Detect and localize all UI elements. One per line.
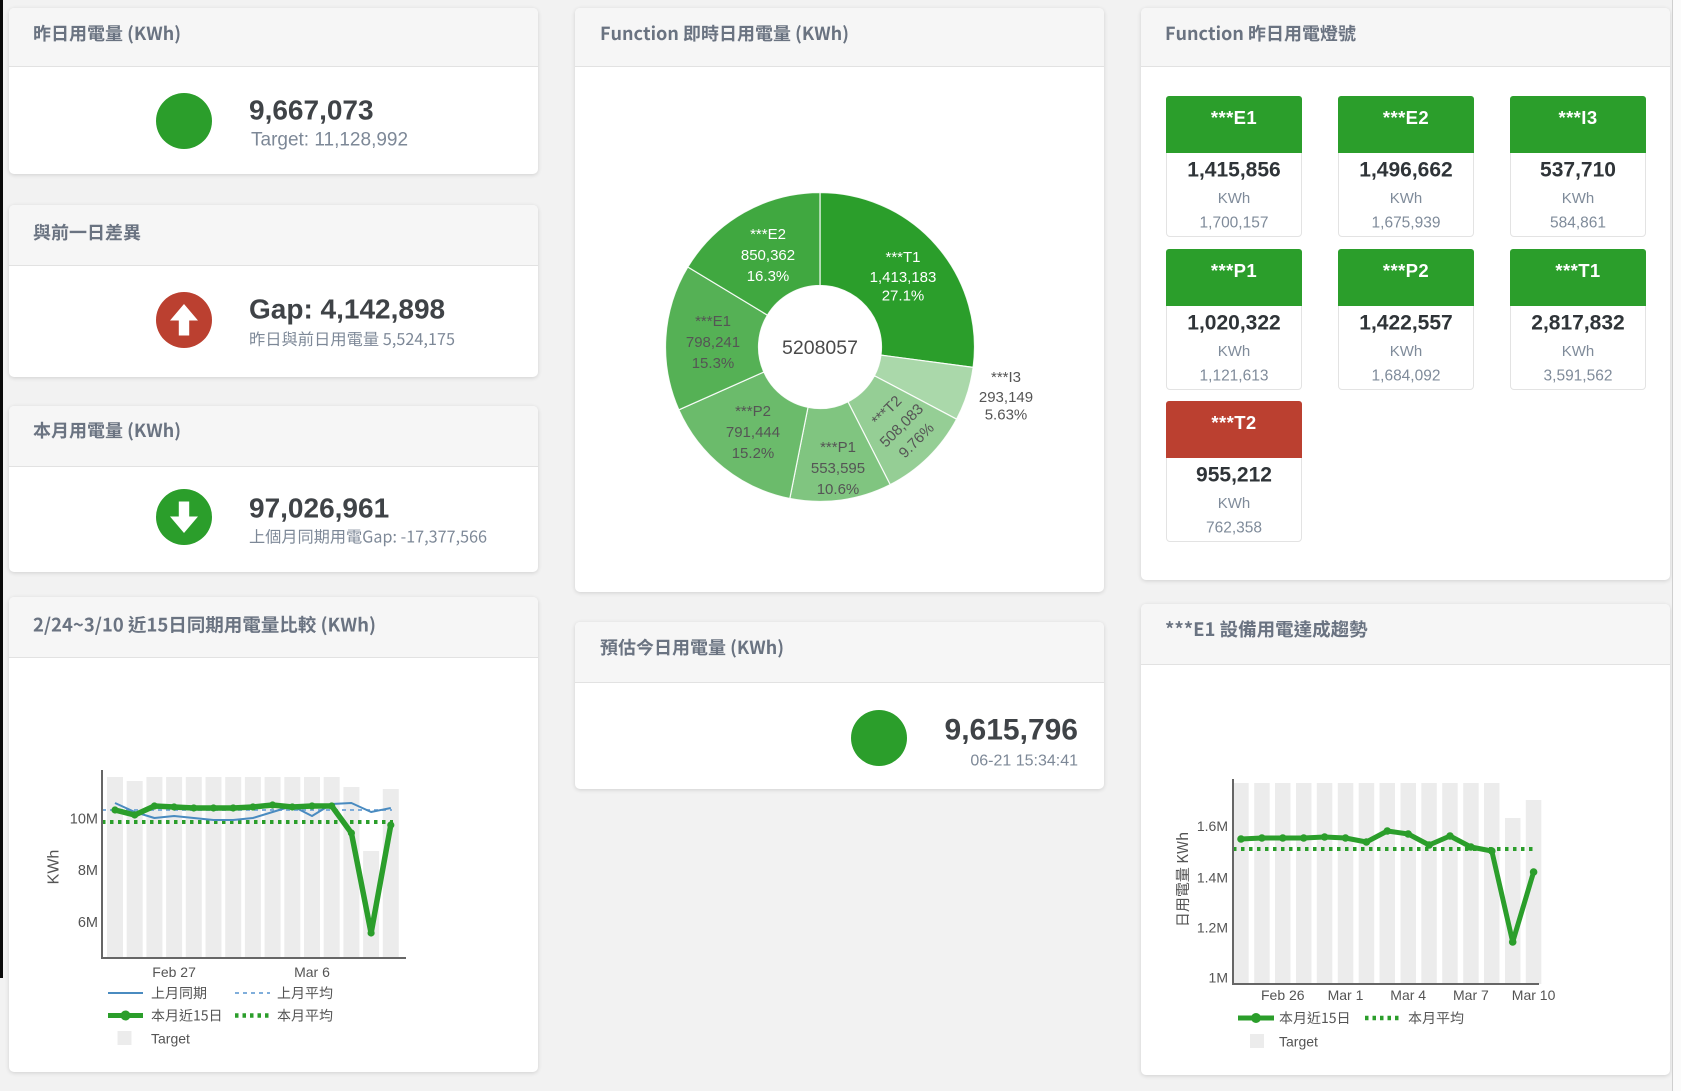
svg-text:584,861: 584,861 [1550,215,1606,232]
svg-text:798,241: 798,241 [686,334,740,351]
svg-text:Mar 10: Mar 10 [1512,987,1556,1003]
svg-text:KWh: KWh [1218,343,1251,360]
svg-text:***I3: ***I3 [1558,107,1597,128]
svg-text:***E2: ***E2 [750,226,786,243]
svg-text:***E1: ***E1 [695,313,731,330]
svg-text:9,667,073: 9,667,073 [249,95,374,126]
svg-text:Target: 11,128,992: Target: 11,128,992 [251,130,408,151]
svg-text:***T1: ***T1 [885,249,920,266]
svg-text:***T2: ***T2 [1211,412,1256,433]
svg-text:1,422,557: 1,422,557 [1359,312,1452,335]
svg-text:6M: 6M [78,915,98,931]
svg-text:5.63%: 5.63% [985,407,1028,424]
svg-text:***E2: ***E2 [1383,107,1429,128]
svg-text:1,020,322: 1,020,322 [1187,312,1280,335]
svg-text:***P2: ***P2 [1383,260,1429,281]
svg-text:KWh: KWh [1390,343,1423,360]
svg-text:1,413,183: 1,413,183 [870,269,937,286]
svg-text:97,026,961: 97,026,961 [249,493,389,524]
svg-text:10M: 10M [70,812,98,828]
svg-text:9,615,796: 9,615,796 [945,714,1078,747]
svg-text:1,700,157: 1,700,157 [1200,215,1269,232]
svg-text:KWh: KWh [1562,343,1595,360]
svg-text:Mar 7: Mar 7 [1453,987,1489,1003]
svg-text:***E1: ***E1 [1211,107,1257,128]
svg-text:955,212: 955,212 [1196,464,1272,487]
svg-text:293,149: 293,149 [979,389,1033,406]
svg-text:10.6%: 10.6% [817,481,860,498]
svg-text:Target: Target [151,1031,190,1047]
svg-text:1,121,613: 1,121,613 [1200,368,1269,385]
svg-text:850,362: 850,362 [741,247,795,264]
svg-text:1,675,939: 1,675,939 [1372,215,1441,232]
svg-text:Feb 26: Feb 26 [1261,987,1305,1003]
svg-text:06-21 15:34:41: 06-21 15:34:41 [970,753,1078,770]
svg-text:5208057: 5208057 [782,337,858,359]
svg-text:***P1: ***P1 [820,439,856,456]
svg-text:1.2M: 1.2M [1197,920,1228,936]
svg-text:KWh: KWh [1218,495,1251,512]
svg-text:1.4M: 1.4M [1197,870,1228,886]
svg-text:15.3%: 15.3% [692,355,735,372]
svg-text:Mar 1: Mar 1 [1328,987,1364,1003]
svg-text:537,710: 537,710 [1540,159,1616,182]
svg-text:2,817,832: 2,817,832 [1531,312,1624,335]
svg-text:***P2: ***P2 [735,403,771,420]
svg-text:Feb 27: Feb 27 [152,964,196,980]
svg-text:15.2%: 15.2% [732,445,775,462]
svg-text:Mar 6: Mar 6 [294,964,330,980]
svg-text:Gap: 4,142,898: Gap: 4,142,898 [249,294,445,325]
svg-text:***T1: ***T1 [1555,260,1600,281]
svg-text:***P1: ***P1 [1211,260,1257,281]
svg-text:1M: 1M [1209,970,1228,986]
svg-text:Mar 4: Mar 4 [1390,987,1426,1003]
svg-text:1,684,092: 1,684,092 [1372,368,1441,385]
svg-text:KWh: KWh [1218,190,1251,207]
svg-text:KWh: KWh [46,850,63,885]
svg-text:KWh: KWh [1390,190,1423,207]
svg-text:8M: 8M [78,863,98,879]
svg-text:1,415,856: 1,415,856 [1187,159,1280,182]
svg-text:***I3: ***I3 [991,369,1021,386]
svg-text:1,496,662: 1,496,662 [1359,159,1452,182]
svg-text:791,444: 791,444 [726,424,780,441]
svg-text:553,595: 553,595 [811,460,865,477]
svg-text:Target: Target [1279,1034,1318,1050]
svg-text:762,358: 762,358 [1206,520,1262,537]
svg-text:16.3%: 16.3% [747,268,790,285]
svg-text:KWh: KWh [1562,190,1595,207]
svg-text:1.6M: 1.6M [1197,818,1228,834]
svg-text:3,591,562: 3,591,562 [1544,368,1613,385]
svg-text:27.1%: 27.1% [882,288,925,305]
